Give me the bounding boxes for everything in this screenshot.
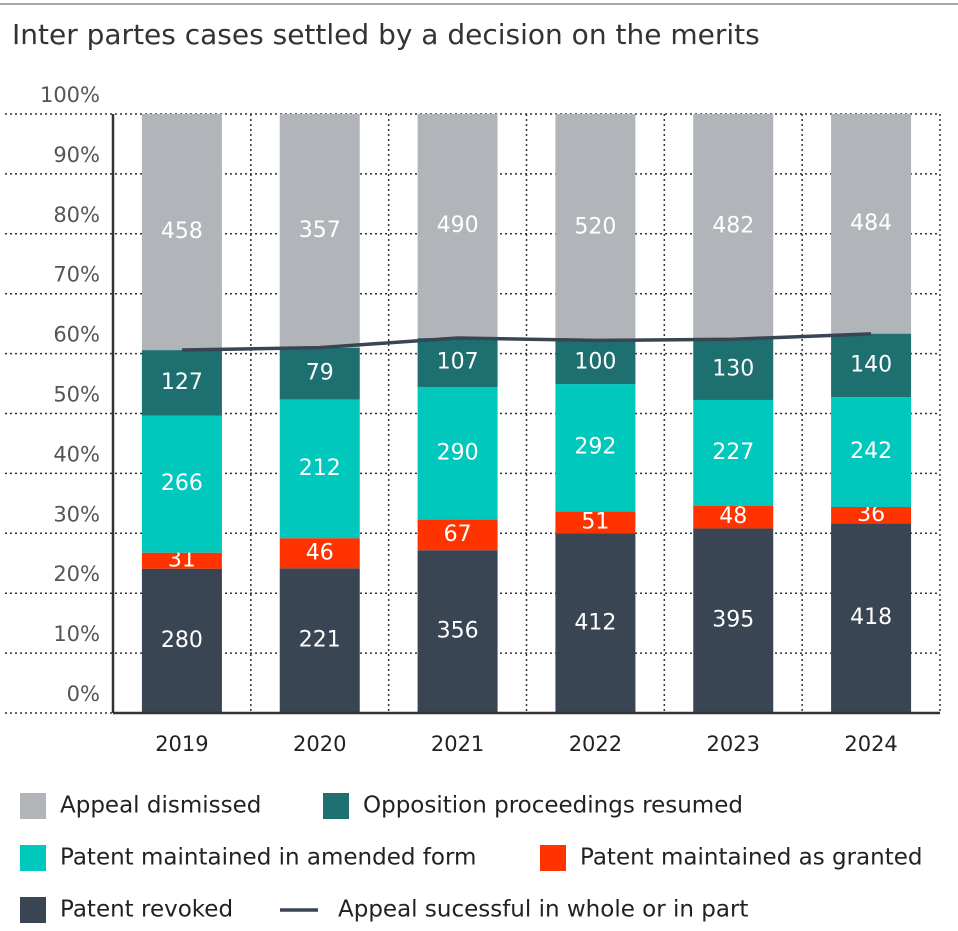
x-tick-label: 2020 <box>293 732 346 756</box>
data-label: 227 <box>712 440 754 465</box>
legend-swatch <box>323 793 349 819</box>
data-label: 67 <box>444 522 472 547</box>
data-label: 221 <box>299 628 341 653</box>
data-label: 130 <box>712 357 754 382</box>
bar-segment <box>555 384 636 512</box>
y-tick-label: 40% <box>53 442 100 466</box>
bar-segment <box>693 339 774 400</box>
data-label: 280 <box>161 628 203 653</box>
data-label: 46 <box>306 540 334 565</box>
bar-segment <box>417 550 498 713</box>
bar-segment <box>279 399 360 539</box>
legend-label: Appeal dismissed <box>60 793 261 819</box>
bar-segment <box>141 114 222 351</box>
data-label: 48 <box>719 504 747 529</box>
bar-segment <box>831 506 912 524</box>
data-label: 51 <box>581 509 609 534</box>
data-label: 107 <box>437 350 479 375</box>
data-label: 418 <box>850 605 892 630</box>
bar-segment <box>417 338 498 387</box>
bar-segment <box>693 506 774 529</box>
bar-segment <box>279 568 360 713</box>
data-label: 484 <box>850 211 892 236</box>
chart-title: Inter partes cases settled by a decision… <box>12 18 760 51</box>
x-tick-label: 2021 <box>431 732 484 756</box>
x-tick-label: 2024 <box>844 732 897 756</box>
legend-label: Patent revoked <box>60 897 233 923</box>
data-label: 395 <box>712 608 754 633</box>
y-tick-label: 30% <box>53 502 100 526</box>
y-tick-label: 10% <box>53 622 100 646</box>
data-label: 458 <box>161 219 203 244</box>
bar-segment <box>279 347 360 400</box>
legend-swatch <box>540 845 566 871</box>
bar-segment <box>141 415 222 553</box>
y-tick-label: 60% <box>53 323 100 347</box>
data-label: 290 <box>437 440 479 465</box>
legend-label: Opposition proceedings resumed <box>363 793 743 819</box>
data-label: 520 <box>574 214 616 239</box>
data-label: 292 <box>574 435 616 460</box>
x-tick-label: 2022 <box>569 732 622 756</box>
y-tick-label: 50% <box>53 383 100 407</box>
y-tick-label: 20% <box>53 562 100 586</box>
data-label: 100 <box>574 349 616 374</box>
legend-label: Appeal sucessful in whole or in part <box>338 897 748 923</box>
y-tick-label: 0% <box>67 682 100 706</box>
data-label: 482 <box>712 214 754 239</box>
bar-segment <box>831 523 912 713</box>
data-label: 212 <box>299 456 341 481</box>
bar-segment <box>417 114 498 339</box>
legend-swatch <box>20 845 46 871</box>
data-label: 140 <box>850 352 892 377</box>
bar-segment <box>279 114 360 348</box>
y-tick-label: 80% <box>53 203 100 227</box>
legend-label: Patent maintained as granted <box>580 845 923 871</box>
bar-segment <box>555 340 636 385</box>
bar-segment <box>831 397 912 507</box>
data-label: 356 <box>437 619 479 644</box>
legend-swatch <box>20 793 46 819</box>
bar-segment <box>555 511 636 534</box>
bar-segment <box>417 386 498 520</box>
bar-segment <box>279 538 360 569</box>
bar-segment <box>141 568 222 713</box>
trend-line <box>181 332 872 352</box>
y-tick-label: 70% <box>53 263 100 287</box>
data-label: 127 <box>161 370 203 395</box>
bar-segment <box>831 114 912 334</box>
bar-segment <box>693 399 774 507</box>
bar-segment <box>693 528 774 713</box>
data-label: 357 <box>299 218 341 243</box>
bar-segment <box>141 552 222 569</box>
bar-segment <box>417 519 498 551</box>
data-label: 266 <box>161 471 203 496</box>
y-tick-label: 100% <box>40 83 100 107</box>
bar-segment <box>693 114 774 340</box>
x-tick-label: 2019 <box>155 732 208 756</box>
data-label: 490 <box>437 213 479 238</box>
legend-swatch <box>20 897 46 923</box>
bar-segment <box>141 350 222 416</box>
x-tick-label: 2023 <box>707 732 760 756</box>
legend-label: Patent maintained in amended form <box>60 845 476 871</box>
bar-segment <box>831 333 912 398</box>
data-label: 242 <box>850 439 892 464</box>
bar-segment <box>555 533 636 713</box>
y-tick-label: 90% <box>53 143 100 167</box>
data-label: 79 <box>306 361 334 386</box>
data-label: 412 <box>574 610 616 635</box>
bar-segment <box>555 114 636 341</box>
